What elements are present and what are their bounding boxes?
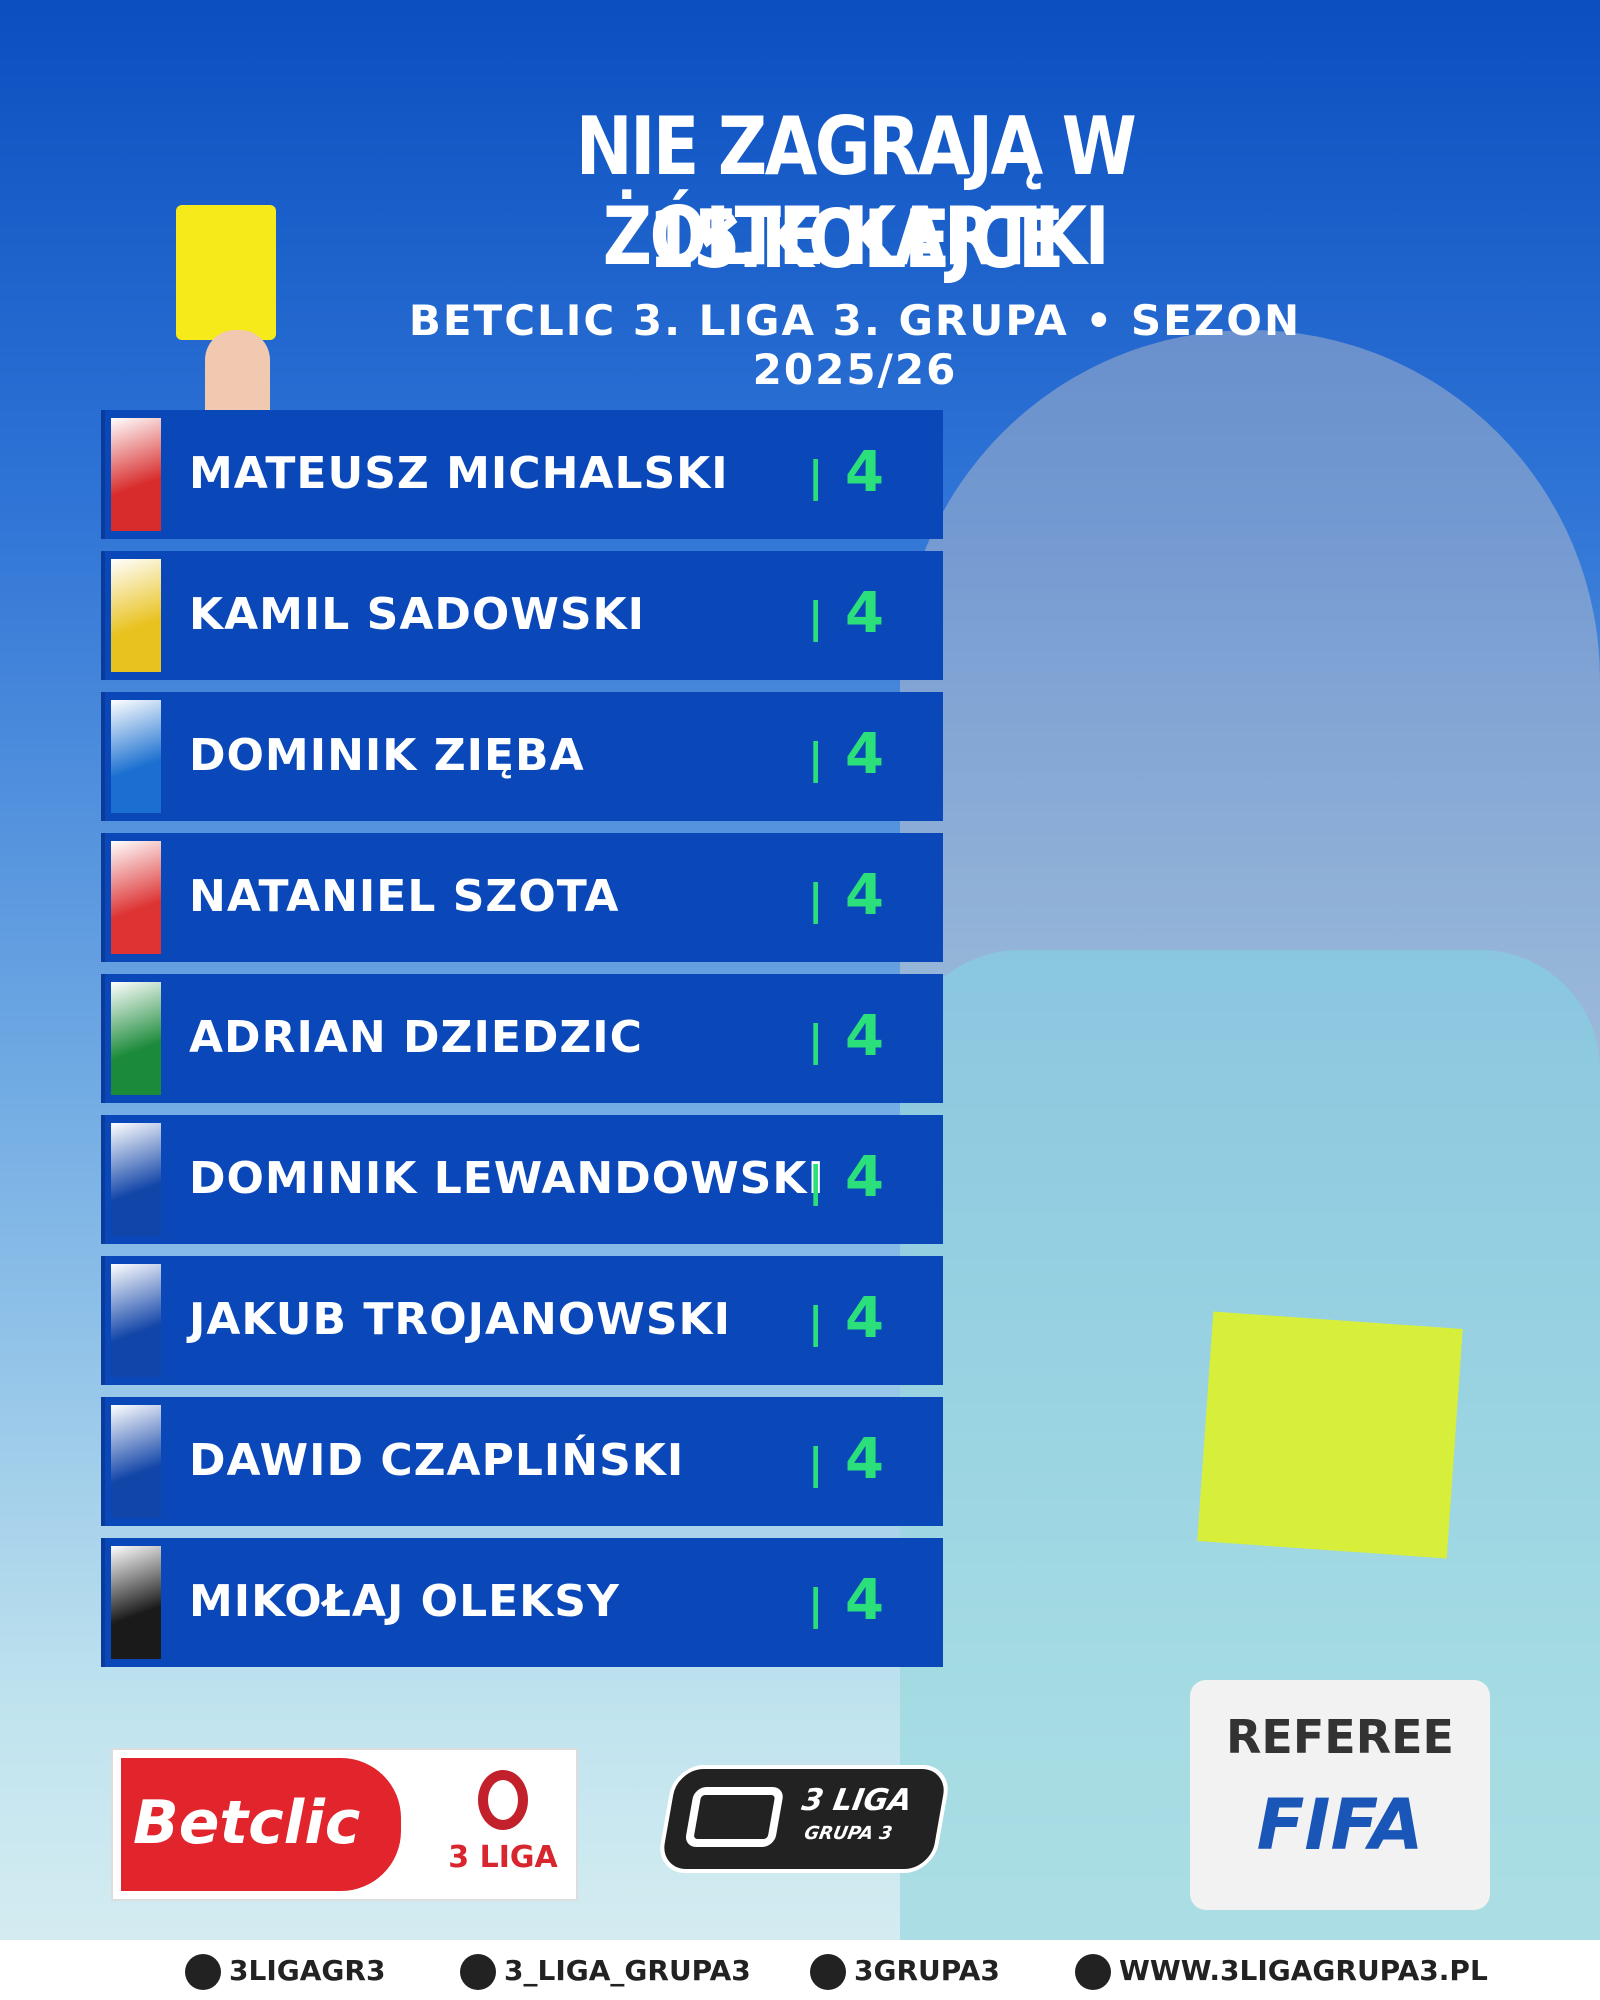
referee-badge: REFEREE FIFA [1190,1680,1490,1910]
footer: 3LIGAGR3 3_LIGA_GRUPA3 3GRUPA3 WWW.3LIGA… [0,1940,1600,2000]
footer-text: WWW.3LIGAGRUPA3.PL [1119,1954,1488,1987]
card-count: 4 [845,1004,884,1069]
yellow-card [176,205,276,340]
badge-text: FIFA [1256,1784,1424,1866]
player-name: DOMINIK LEWANDOWSKI [189,1153,825,1204]
player-name: DOMINIK ZIĘBA [189,730,585,781]
club-logo [111,1123,161,1236]
logo-text: 3 LIGA [799,1783,915,1818]
card-count: 4 [845,1427,884,1492]
player-name: JAKUB TROJANOWSKI [189,1294,731,1345]
betclic-logo: Betclic 3 LIGA [111,1748,578,1901]
club-logo [111,1546,161,1659]
player-row: NATANIEL SZOTA | 4 [101,833,943,962]
footer-item: 3GRUPA3 [810,1954,1000,1990]
card-count: 4 [845,440,884,505]
player-row: KAMIL SADOWSKI | 4 [101,551,943,680]
card-count: 4 [845,581,884,646]
card-count: 4 [845,1568,884,1633]
hand [205,330,270,410]
club-logo [111,700,161,813]
player-row: DOMINIK ZIĘBA | 4 [101,692,943,821]
club-logo [111,418,161,531]
separator: | [808,452,824,501]
player-row: MATEUSZ MICHALSKI | 4 [101,410,943,539]
player-name: KAMIL SADOWSKI [189,589,646,640]
club-logo [111,1405,161,1518]
separator: | [808,1298,824,1347]
club-logo [111,841,161,954]
player-row: MIKOŁAJ OLEKSY | 4 [101,1538,943,1667]
logo-text: Betclic [133,1788,361,1858]
player-name: MATEUSZ MICHALSKI [189,448,729,499]
player-name: MIKOŁAJ OLEKSY [189,1576,620,1627]
separator: | [808,1157,824,1206]
footer-item: 3_LIGA_GRUPA3 [460,1954,751,1990]
club-logo [111,559,161,672]
badge-text: REFEREE [1226,1710,1454,1764]
player-name: NATANIEL SZOTA [189,871,620,922]
card-count: 4 [845,1145,884,1210]
separator: | [808,1016,824,1065]
title: ŻÓŁTE KARTKI [602,190,1110,283]
player-name: ADRIAN DZIEDZIC [189,1012,643,1063]
yellow-card-photo [1197,1311,1463,1559]
player-row: DAWID CZAPLIŃSKI | 4 [101,1397,943,1526]
grupa-logo: 3 LIGA GRUPA 3 [655,1765,953,1873]
separator: | [808,593,824,642]
footer-item: WWW.3LIGAGRUPA3.PL [1075,1954,1488,1990]
card-count: 4 [845,863,884,928]
footer-item: 3LIGAGR3 [185,1954,385,1990]
separator: | [808,734,824,783]
separator: | [808,1439,824,1488]
card-count: 4 [845,1286,884,1351]
subtitle: BETCLIC 3. LIGA 3. GRUPA • SEZON 2025/26 [408,296,1302,394]
club-logo [111,1264,161,1377]
player-row: ADRIAN DZIEDZIC | 4 [101,974,943,1103]
footer-text: 3LIGAGR3 [229,1954,386,1987]
title: NIE ZAGRAJĄ W 15.KOLEJCE [575,100,1137,286]
card-count: 4 [845,722,884,787]
logo-text: 3 LIGA [448,1840,558,1875]
player-row: DOMINIK LEWANDOWSKI | 4 [101,1115,943,1244]
club-logo [111,982,161,1095]
logo-text: GRUPA 3 [802,1823,894,1844]
player-row: JAKUB TROJANOWSKI | 4 [101,1256,943,1385]
separator: | [808,1580,824,1629]
player-name: DAWID CZAPLIŃSKI [189,1435,685,1486]
footer-text: 3GRUPA3 [854,1954,1000,1987]
footer-text: 3_LIGA_GRUPA3 [504,1954,751,1987]
separator: | [808,875,824,924]
